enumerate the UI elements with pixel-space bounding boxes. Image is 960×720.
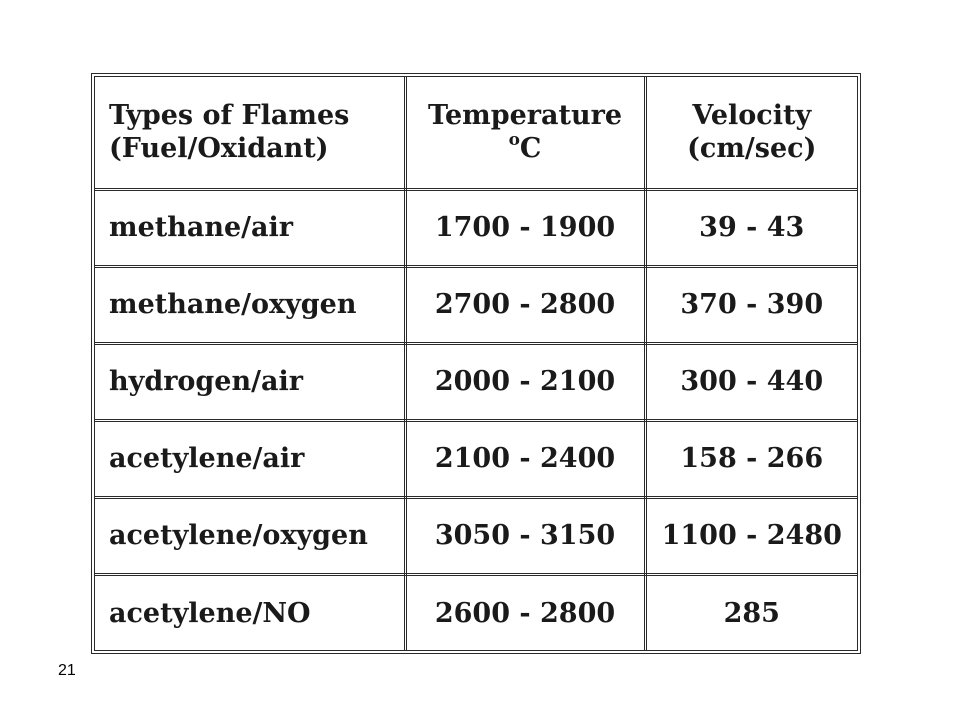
velocity-cell: 300 - 440 — [643, 341, 857, 422]
degree-symbol: o — [508, 130, 520, 151]
temperature-cell: 2100 - 2400 — [403, 418, 647, 499]
table-row: methane/oxygen 2700 - 2800 370 - 390 — [95, 264, 857, 345]
temperature-cell: 2700 - 2800 — [403, 264, 647, 345]
header-temperature-title: Temperature — [427, 100, 623, 132]
table-row: hydrogen/air 2000 - 2100 300 - 440 — [95, 341, 857, 422]
header-flame-type-line2: (Fuel/Oxidant) — [109, 133, 329, 165]
table-row: acetylene/oxygen 3050 - 3150 1100 - 2480 — [95, 495, 857, 576]
flame-table-frame: Types of Flames (Fuel/Oxidant) Temperatu… — [91, 73, 861, 654]
header-temperature-unit: C — [519, 133, 542, 165]
fuel-oxidant-cell: acetylene/air — [95, 418, 407, 499]
temperature-cell: 2000 - 2100 — [403, 341, 647, 422]
table-header-row: Types of Flames (Fuel/Oxidant) Temperatu… — [95, 77, 857, 191]
table-row: acetylene/air 2100 - 2400 158 - 266 — [95, 418, 857, 499]
flame-properties-table: Types of Flames (Fuel/Oxidant) Temperatu… — [95, 77, 857, 651]
header-velocity: Velocity (cm/sec) — [643, 77, 857, 191]
temperature-cell: 2600 - 2800 — [403, 572, 647, 651]
header-temperature: Temperature oC — [403, 77, 647, 191]
fuel-oxidant-cell: methane/air — [95, 187, 407, 268]
velocity-cell: 370 - 390 — [643, 264, 857, 345]
velocity-cell: 158 - 266 — [643, 418, 857, 499]
fuel-oxidant-cell: acetylene/oxygen — [95, 495, 407, 576]
velocity-cell: 285 — [643, 572, 857, 651]
fuel-oxidant-cell: acetylene/NO — [95, 572, 407, 651]
fuel-oxidant-cell: methane/oxygen — [95, 264, 407, 345]
header-velocity-line1: Velocity — [692, 100, 812, 132]
header-temperature-unit-line: oC — [407, 132, 644, 165]
table-row: methane/air 1700 - 1900 39 - 43 — [95, 187, 857, 268]
temperature-cell: 1700 - 1900 — [403, 187, 647, 268]
velocity-cell: 39 - 43 — [643, 187, 857, 268]
temperature-cell: 3050 - 3150 — [403, 495, 647, 576]
header-velocity-line2: (cm/sec) — [687, 133, 817, 165]
header-flame-type-line1: Types of Flames — [109, 100, 350, 132]
header-flame-type: Types of Flames (Fuel/Oxidant) — [95, 77, 407, 191]
table-row: acetylene/NO 2600 - 2800 285 — [95, 572, 857, 651]
page-number: 21 — [58, 662, 76, 679]
velocity-cell: 1100 - 2480 — [643, 495, 857, 576]
fuel-oxidant-cell: hydrogen/air — [95, 341, 407, 422]
